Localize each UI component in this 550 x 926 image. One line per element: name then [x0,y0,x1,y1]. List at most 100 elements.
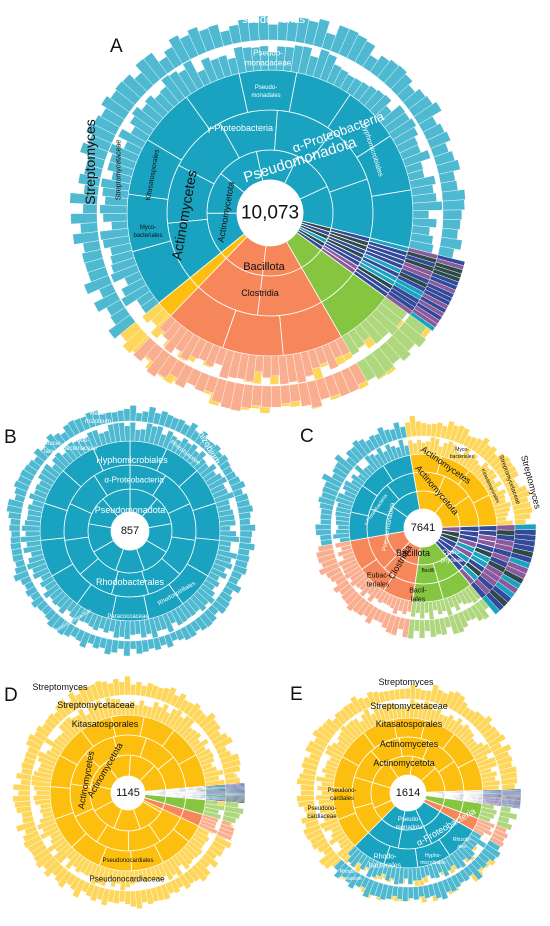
sunburst-c-cyanobacteriota-level-5-wedge [418,619,426,639]
label-a-streptomyces: Streptomyces [82,119,98,205]
sunburst-a-other-mixed-level-5-wedge [409,311,436,332]
sunburst-d-rings [12,675,246,910]
label-c-bacillales-1: Bacil- [409,588,427,595]
label-e-hyphomicrobiales-2: microbiales [420,860,446,866]
sunburst-e-pseudomonadota-level-5-wedge [402,886,409,902]
sunburst-c-cyanobacteriota-level-4-wedge [419,601,425,619]
sunburst-a-actinomycetota-level-4-wedge [141,302,165,324]
label-a-clostridia: Clostridia [241,288,279,298]
sunburst-d-actinomycetota-level-5-wedge [129,684,137,696]
sunburst-a-bacillota-level-5-wedge [132,337,157,362]
label-b-brucellaceae-2: laceae [44,449,62,455]
sunburst-b-pseudomonadota-level-5-wedge [10,530,21,538]
sunburst-b-pseudomonadota-level-5-wedge [129,640,137,650]
label-a-pseudomonadaceae-2: monadaceae [245,59,292,68]
sunburst-a-bacillota-level-4-wedge [262,355,272,379]
sunburst-c-other-mixed-level-4-wedge [496,524,516,531]
sunburst-c-pseudomonadota-level-5-wedge [315,524,332,531]
sunburst-e-pseudomonadota-level-5-wedge [407,886,414,899]
label-b-hyphomicrobiales: Hyphomicrobiales [96,455,168,465]
label-e-rhodobacterales-2: bacterales [369,863,402,870]
label-c-mycobacteriales-1: Myco- [455,447,469,453]
label-e-streptomycetaceae: Streptomycetaceae [370,701,448,711]
sunburst-b-center-count: 857 [121,525,139,537]
sunburst-d-other-salmon-level-4-wedge [198,822,219,835]
sunburst-d-actinomycetota-level-5-wedge [124,890,131,905]
sunburst-a-pseudomonadota-level-5-wedge [70,213,98,225]
sunburst-c-cyanobacteriota-level-4-wedge [410,601,417,618]
label-e-rhizobiales-2: ales [457,844,467,850]
sunburst-c-actinomycetota-level-5-wedge [415,420,422,437]
sunburst-a-pseudomonadota-level-4-wedge [412,210,430,219]
label-d-pseudonocardiaceae: Pseudonocardiaceae [89,875,165,884]
panel-e-letter: E [290,684,303,705]
label-b-phyllobacteriaceae-1: Phyllo- [71,438,89,444]
label-e-rhodobacteraceae-1: Rhodo- [340,869,357,875]
sunburst-d-actinomycetota-level-5-wedge [118,681,126,696]
sunburst-a-center-hole [237,180,303,246]
sunburst-a-pseudomonadota-level-5-wedge [442,209,463,221]
panel-e: 1614 E Streptomyces Streptomycetaceae Ki… [290,677,522,904]
sunburst-b-pseudomonadota-level-4-wedge [124,425,131,442]
sunburst-a-bacillota-level-5-wedge [261,385,272,408]
sunburst-b-pseudomonadota-level-5-wedge [10,536,21,544]
label-c-eubacteriales-2: teriales [367,582,390,589]
label-d-streptomycetaceae: Streptomycetaceae [57,700,135,710]
label-d-streptomyces: Streptomyces [32,682,88,692]
sunburst-a-pseudomonadota-level-4-wedge [111,220,129,231]
label-e-pseudonocardiales-2: cardiales [330,796,354,802]
sunburst-e-center-hole [390,775,426,811]
label-c-cyanophyceae-1: Cyano- [442,550,461,556]
sunburst-c-pseudomonadota-level-4-wedge [337,524,350,530]
label-e-rhodobacteraceae-2: bacteraceae [334,876,362,882]
sunburst-b-pseudomonadota-level-5-wedge [129,405,137,422]
label-d-kitasatosporales: Kitasatosporales [72,719,139,729]
label-a-gamma: γ-Proteobacteria [207,123,273,133]
label-b-pseudomonadota: Pseudomonadota [95,505,166,515]
label-e-actinomycetes: Actinomycetes [380,739,439,749]
panel-a-letter: A [110,36,123,57]
sunburst-c-center-hole [404,509,442,547]
label-e-actinomycetota: Actinomycetota [373,758,435,768]
sunburst-b-rings [6,405,256,657]
sunburst-a-pseudomonadota-level-3-wedge [369,189,414,249]
sunburst-a-pseudomonadota-level-3-wedge [126,193,172,253]
sunburst-b-pseudomonadota-level-5-wedge [117,640,125,650]
label-c-mycobacteriales-2: bacteriales [450,454,475,460]
panel-b: 857 B Pseudomonadota α-Proteobacteria Hy… [4,405,256,657]
panel-d: 1145 D Streptomyces Streptomycetaceae Ki… [4,675,246,910]
label-a-pseudomonadales-2: monadales [251,93,280,99]
label-e-streptomyces: Streptomyces [378,677,434,687]
label-b-alpha: α-Proteobacteria [104,476,164,485]
label-c-eubacteriales-1: Eubac- [367,573,390,580]
label-e-hyphomicrobiales-1: Hypho- [425,853,441,859]
sunburst-c-pseudomonadota-level-4-wedge [403,444,411,457]
sunburst-c-other-mixed-level-5-wedge [481,595,501,615]
sunburst-b-pseudomonadota-level-5-wedge [135,640,144,655]
sunburst-c-pseudomonadota-level-5-wedge [315,529,332,536]
label-e-pseudomonadota-2: monadota [396,825,423,831]
label-e-pseudomonadota-1: Pseudo- [398,817,420,823]
sunburst-a-pseudomonadota-level-5-wedge [80,222,99,234]
sunburst-a-pseudomonadota-level-3-wedge [238,69,298,113]
sunburst-d-other-salmon-level-5-wedge [216,830,233,842]
label-e-pseudonocardiales-1: Pseudono- [327,788,356,794]
label-a-mycobacteriales-1: Myco- [140,225,156,231]
sunburst-a-bacillota-level-5-wedge [271,385,282,408]
sunburst-e-pseudomonadota-level-4-wedge [407,867,413,885]
label-b-phyllobacteriaceae-2: bacteriaceae [63,446,98,452]
sunburst-c-rings [315,415,537,640]
sunburst-b-pseudomonadota-level-4-wedge [219,525,231,532]
sunburst-a-actinomycetota-level-5-wedge [119,321,142,343]
sunburst-d-actinomycetota-level-5-wedge [124,675,131,696]
sunburst-c-actinomycetota-level-5-wedge [514,518,527,525]
label-e-rhizobiales-1: Rhizobi- [453,837,472,843]
label-a-pseudomonadales-1: Pseudo- [255,85,277,91]
sunburst-c-pseudomonadota-level-4-wedge [335,529,350,535]
sunburst-b-pseudomonadota-level-4-wedge [25,530,41,537]
sunburst-a-pseudomonadota-level-5-wedge [442,199,465,211]
sunburst-e-actinomycetota-level-5-wedge [404,688,411,700]
sunburst-d-actinomycetota-level-5-wedge [17,789,31,797]
label-a-streptomycetaceae: Streptomycetaceae [116,140,123,200]
sunburst-d-actinomycetota-level-4-wedge [36,790,51,796]
